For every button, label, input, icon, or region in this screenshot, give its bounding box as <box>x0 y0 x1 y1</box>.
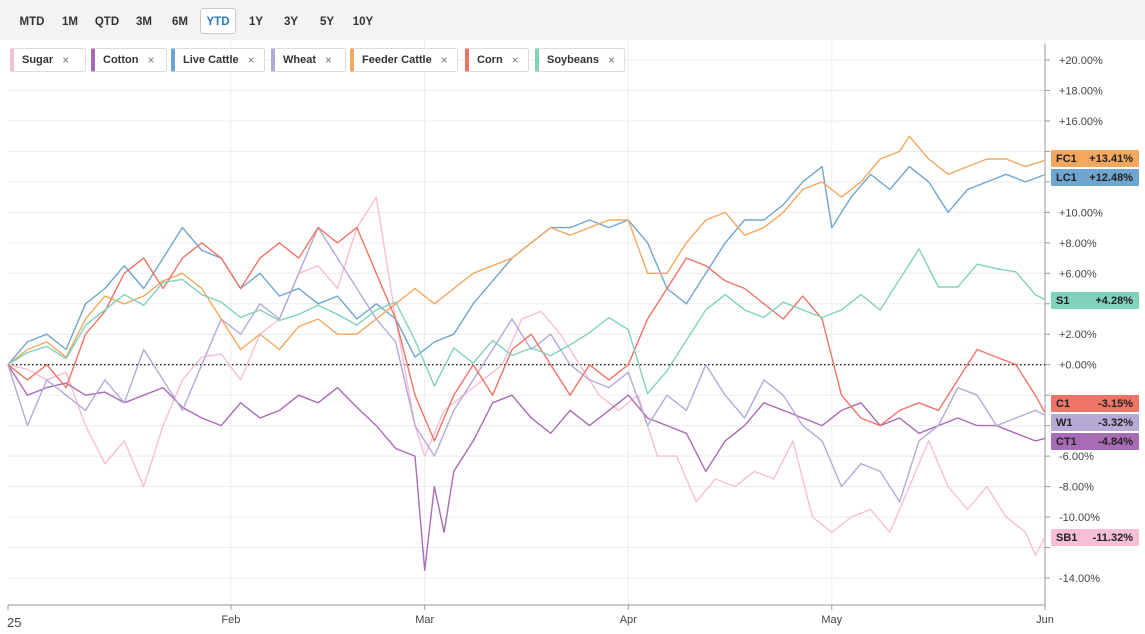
grid-lines <box>8 40 1046 605</box>
x-tick-label: 25 <box>7 615 21 630</box>
tag-symbol: S1 <box>1056 294 1070 307</box>
legend-chip-corn[interactable]: Corn × <box>465 48 529 72</box>
x-tick-label: May <box>821 614 842 626</box>
series-line-feeder-cattle[interactable] <box>7 135 1046 366</box>
y-tick-label: -8.00% <box>1059 482 1094 494</box>
x-tick-label: Jun <box>1036 614 1054 626</box>
series-line-wheat[interactable] <box>7 226 1046 503</box>
tag-value: -3.15% <box>1098 397 1133 410</box>
axes: +20.00% +18.00% +16.00% +10.00% +8.00% +6.00%… <box>7 44 1103 630</box>
tag-value: +12.48% <box>1089 171 1133 184</box>
legend-chip-sugar[interactable]: Sugar × <box>10 48 86 72</box>
y-tick-label: +0.00% <box>1059 360 1097 372</box>
y-tick-label: -6.00% <box>1059 451 1094 463</box>
series-line-live-cattle[interactable] <box>7 165 1046 366</box>
value-tag-ct1: CT1 -4.84% <box>1051 433 1139 450</box>
close-icon[interactable]: × <box>62 53 70 67</box>
legend-label: Corn <box>477 54 503 66</box>
y-tick-label: +8.00% <box>1059 238 1097 250</box>
tag-symbol: LC1 <box>1056 171 1077 184</box>
y-tick-label: +2.00% <box>1059 329 1097 341</box>
series-line-sugar[interactable] <box>7 196 1046 556</box>
range-button-3m[interactable]: 3M <box>136 16 152 28</box>
series-line-soybeans[interactable] <box>7 248 1046 395</box>
close-icon[interactable]: × <box>325 53 333 67</box>
legend-label: Soybeans <box>547 54 599 66</box>
value-tag-s1: S1 +4.28% <box>1051 292 1139 309</box>
legend-label: Live Cattle <box>183 54 239 66</box>
tag-symbol: W1 <box>1056 416 1073 429</box>
range-button-ytd[interactable]: YTD <box>200 8 236 34</box>
value-tag-lc1: LC1 +12.48% <box>1051 169 1139 186</box>
tag-value: +13.41% <box>1089 152 1133 165</box>
range-button-qtd[interactable]: QTD <box>94 16 120 28</box>
x-tick-label: Mar <box>415 614 434 626</box>
y-tick-label: +18.00% <box>1059 85 1103 97</box>
value-tag-c1: C1 -3.15% <box>1051 395 1139 412</box>
series-line-corn[interactable] <box>7 226 1046 442</box>
range-toolbar: MTD 1M QTD 3M 6M YTD 1Y 3Y 5Y 10Y <box>0 0 1145 40</box>
y-tick-label: -14.00% <box>1059 573 1100 585</box>
legend-chip-wheat[interactable]: Wheat × <box>271 48 346 72</box>
value-tag-fc1: FC1 +13.41% <box>1051 150 1139 167</box>
tag-symbol: CT1 <box>1056 435 1077 448</box>
tag-value: -4.84% <box>1098 435 1133 448</box>
tag-symbol: SB1 <box>1056 531 1078 544</box>
y-tick-label: +10.00% <box>1059 207 1103 219</box>
tag-symbol: C1 <box>1056 397 1071 410</box>
value-tag-sb1: SB1 -11.32% <box>1051 529 1139 546</box>
range-button-10y[interactable]: 10Y <box>352 16 374 28</box>
y-tick-label: -10.00% <box>1059 512 1100 524</box>
chart-area <box>0 40 1145 634</box>
legend-label: Cotton <box>103 54 139 66</box>
tag-value: +4.28% <box>1095 294 1133 307</box>
range-button-6m[interactable]: 6M <box>172 16 188 28</box>
tag-symbol: FC1 <box>1056 152 1077 165</box>
legend-label: Feeder Cattle <box>362 54 432 66</box>
range-button-5y[interactable]: 5Y <box>319 16 335 28</box>
x-tick-label: Apr <box>620 614 637 626</box>
close-icon[interactable]: × <box>511 53 519 67</box>
legend-chip-live-cattle[interactable]: Live Cattle × <box>171 48 265 72</box>
close-icon[interactable]: × <box>147 53 155 67</box>
range-button-mtd[interactable]: MTD <box>19 16 45 28</box>
legend-chip-soybeans[interactable]: Soybeans × <box>535 48 625 72</box>
range-button-1m[interactable]: 1M <box>62 16 78 28</box>
y-tick-label: +6.00% <box>1059 268 1097 280</box>
close-icon[interactable]: × <box>247 53 255 67</box>
close-icon[interactable]: × <box>607 53 615 67</box>
series-lines <box>7 135 1046 572</box>
legend-chip-feeder-cattle[interactable]: Feeder Cattle × <box>350 48 458 72</box>
close-icon[interactable]: × <box>440 53 448 67</box>
y-tick-label: +20.00% <box>1059 55 1103 67</box>
range-button-3y[interactable]: 3Y <box>283 16 299 28</box>
y-tick-label: +16.00% <box>1059 116 1103 128</box>
range-button-1y[interactable]: 1Y <box>248 16 264 28</box>
series-line-cotton[interactable] <box>7 364 1046 572</box>
tag-value: -11.32% <box>1092 531 1133 544</box>
legend-label: Wheat <box>283 54 316 66</box>
legend-chip-cotton[interactable]: Cotton × <box>91 48 167 72</box>
value-tag-w1: W1 -3.32% <box>1051 414 1139 431</box>
legend-label: Sugar <box>22 54 54 66</box>
x-tick-label: Feb <box>221 614 240 626</box>
tag-value: -3.32% <box>1098 416 1133 429</box>
